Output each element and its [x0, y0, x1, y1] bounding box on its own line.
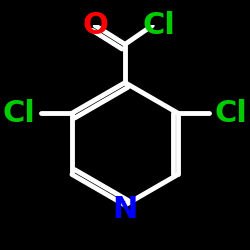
Text: N: N: [112, 195, 138, 224]
Text: Cl: Cl: [142, 11, 176, 40]
Text: Cl: Cl: [214, 99, 247, 128]
Text: Cl: Cl: [3, 99, 36, 128]
Text: O: O: [82, 11, 108, 40]
